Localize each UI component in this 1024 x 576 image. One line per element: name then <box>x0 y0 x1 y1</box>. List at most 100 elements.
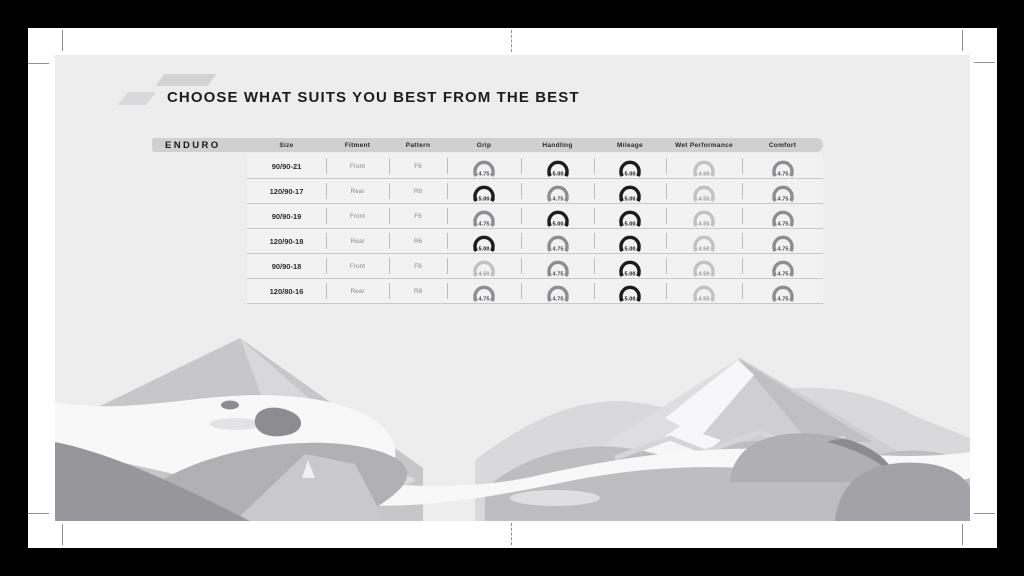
rating-value: 4.75 <box>552 296 563 302</box>
crop-mark <box>28 63 49 64</box>
brand-slash-icon <box>155 74 217 86</box>
brand-slash-icon <box>117 92 157 105</box>
document-page: CHOOSE WHAT SUITS YOU BEST FROM THE BEST… <box>28 28 997 548</box>
fitment-cell: Rear <box>326 179 389 203</box>
grip-gauge-icon: 4.50 <box>473 260 495 277</box>
crop-mark <box>974 62 995 63</box>
wet-performance-rating-cell: 4.50 <box>666 279 742 303</box>
rating-value: 5.00 <box>625 296 636 302</box>
grip-rating-cell: 5.00 <box>447 229 521 253</box>
wet-performance-gauge-icon: 4.50 <box>693 185 715 202</box>
table-rows: 90/90-21 Front F6 4.75 5.00 5.00 4.50 4.75 120/9… <box>247 154 823 304</box>
comfort-rating-cell: 4.75 <box>742 179 823 203</box>
center-crop-mark <box>511 523 512 545</box>
grip-gauge-icon: 5.00 <box>473 185 495 202</box>
rating-value: 5.00 <box>479 196 490 202</box>
table-row: 120/90-17 Rear R6 5.00 4.75 5.00 4.50 4.75 <box>247 179 823 204</box>
wet-performance-rating-cell: 4.50 <box>666 204 742 228</box>
page-title: CHOOSE WHAT SUITS YOU BEST FROM THE BEST <box>167 89 580 106</box>
handling-gauge-icon: 5.00 <box>546 160 569 177</box>
fitment-cell: Rear <box>326 229 389 253</box>
column-header-mileage: Mileage <box>617 141 643 149</box>
dark-rock <box>254 407 302 437</box>
handling-rating-cell: 4.75 <box>521 254 594 278</box>
rating-value: 4.50 <box>699 271 710 277</box>
rating-value: 4.75 <box>479 296 490 302</box>
wet-performance-rating-cell: 4.50 <box>666 254 742 278</box>
rating-value: 4.50 <box>699 246 710 252</box>
boulder-corner <box>835 462 970 521</box>
wet-performance-rating-cell: 4.50 <box>666 179 742 203</box>
column-header-size: Size <box>279 141 294 149</box>
rating-value: 4.75 <box>777 221 788 227</box>
comfort-rating-cell: 4.75 <box>742 254 823 278</box>
page-content: CHOOSE WHAT SUITS YOU BEST FROM THE BEST… <box>55 55 970 521</box>
fitment-cell: Front <box>326 154 389 178</box>
column-header-comfort: Comfort <box>768 141 797 149</box>
handling-gauge-icon: 5.00 <box>546 210 569 227</box>
handling-gauge-icon: 4.75 <box>546 260 569 277</box>
mileage-gauge-icon: 5.00 <box>619 285 641 302</box>
crop-mark <box>974 513 995 514</box>
section-label: ENDURO <box>165 139 221 151</box>
pattern-cell: F8 <box>389 254 447 278</box>
grip-gauge-icon: 5.00 <box>473 235 495 252</box>
rating-value: 5.00 <box>552 221 563 227</box>
mileage-rating-cell: 5.00 <box>594 154 666 178</box>
dark-foreground-band <box>55 442 250 521</box>
wet-performance-gauge-icon: 4.50 <box>693 260 715 277</box>
mileage-rating-cell: 5.00 <box>594 254 666 278</box>
mileage-gauge-icon: 5.00 <box>619 185 641 202</box>
comfort-gauge-icon: 4.75 <box>771 260 794 277</box>
mileage-rating-cell: 5.00 <box>594 204 666 228</box>
size-cell: 120/90-18 <box>269 236 304 246</box>
pattern-cell: R6 <box>389 179 447 203</box>
grip-rating-cell: 4.75 <box>447 204 521 228</box>
comfort-rating-cell: 4.75 <box>742 229 823 253</box>
rating-value: 4.75 <box>777 246 788 252</box>
mileage-gauge-icon: 5.00 <box>619 160 641 177</box>
pyramid-inner-facet <box>740 360 873 442</box>
size-cell: 120/90-17 <box>269 186 304 196</box>
fitment-cell: Front <box>326 204 389 228</box>
comfort-gauge-icon: 4.75 <box>771 285 794 302</box>
column-header-grip: Grip <box>476 141 492 149</box>
comfort-rating-cell: 4.75 <box>742 279 823 303</box>
dark-rock-small <box>221 400 239 410</box>
rating-value: 4.50 <box>699 221 710 227</box>
mileage-rating-cell: 5.00 <box>594 279 666 303</box>
fitment-cell: Rear <box>326 279 389 303</box>
rating-value: 4.75 <box>479 221 490 227</box>
handling-rating-cell: 4.75 <box>521 229 594 253</box>
comfort-gauge-icon: 4.75 <box>771 210 794 227</box>
pattern-cell: R6 <box>389 229 447 253</box>
grip-gauge-icon: 4.75 <box>473 285 495 302</box>
size-cell: 90/90-21 <box>271 161 302 171</box>
mileage-gauge-icon: 5.00 <box>619 235 641 252</box>
comfort-rating-cell: 4.75 <box>742 154 823 178</box>
pattern-cell: R8 <box>389 279 447 303</box>
tyre-ratings-table: ENDURO Size Fitment Pattern Grip Handlin… <box>152 138 823 304</box>
handling-rating-cell: 5.00 <box>521 204 594 228</box>
wet-performance-rating-cell: 4.50 <box>666 154 742 178</box>
grip-rating-cell: 4.75 <box>447 279 521 303</box>
rating-value: 4.75 <box>777 296 788 302</box>
crop-mark <box>62 30 63 51</box>
grip-gauge-icon: 4.75 <box>473 160 495 177</box>
rating-value: 5.00 <box>625 271 636 277</box>
rating-value: 5.00 <box>625 221 636 227</box>
column-header-fitment: Fitment <box>344 141 371 149</box>
boulder-shadow <box>827 439 895 480</box>
size-cell: 90/90-19 <box>271 211 302 221</box>
comfort-rating-cell: 4.75 <box>742 204 823 228</box>
handling-gauge-icon: 4.75 <box>546 285 569 302</box>
rating-value: 5.00 <box>625 246 636 252</box>
crop-mark <box>962 30 963 51</box>
crop-mark <box>962 524 963 545</box>
table-row: 90/90-19 Front F6 4.75 5.00 5.00 4.50 4.75 <box>247 204 823 229</box>
handling-rating-cell: 4.75 <box>521 179 594 203</box>
rating-value: 5.00 <box>552 171 563 177</box>
rating-value: 4.75 <box>479 171 490 177</box>
handling-gauge-icon: 4.75 <box>546 235 569 252</box>
table-row: 120/80-16 Rear R8 4.75 4.75 5.00 4.50 4.75 <box>247 279 823 304</box>
